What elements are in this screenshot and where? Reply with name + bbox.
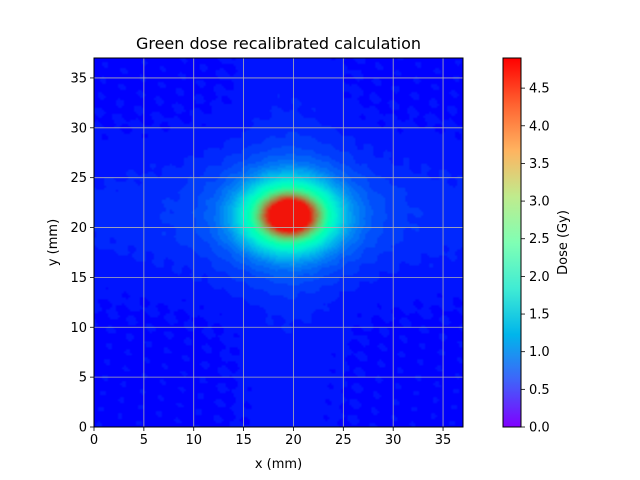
y-axis-label: y (mm) bbox=[46, 219, 61, 266]
colorbar-frame bbox=[502, 57, 522, 428]
x-tick-label: 0 bbox=[90, 433, 98, 448]
colorbar-tick-label: 0.5 bbox=[529, 383, 550, 398]
x-axis-label: x (mm) bbox=[255, 457, 302, 472]
colorbar-tick-label: 3.0 bbox=[529, 195, 550, 210]
x-tick-label: 5 bbox=[140, 433, 148, 448]
x-axis-ticks: 0 5 10 15 20 25 30 35 bbox=[90, 427, 451, 448]
x-tick-label: 10 bbox=[185, 433, 202, 448]
y-tick-label: 5 bbox=[79, 371, 87, 386]
colorbar-tick-label: 4.0 bbox=[529, 119, 550, 134]
y-tick-label: 0 bbox=[79, 421, 87, 436]
colorbar-tick-label: 2.0 bbox=[529, 270, 550, 285]
y-tick-label: 25 bbox=[70, 171, 87, 186]
colorbar-tick-label: 1.5 bbox=[529, 308, 550, 323]
plot-area: 0 5 10 15 20 25 30 35 0 5 10 15 20 25 30 35 bbox=[70, 57, 464, 448]
colorbar-tick-label: 3.5 bbox=[529, 157, 550, 172]
grid-lines bbox=[93, 58, 463, 428]
colorbar-tick-label: 2.5 bbox=[529, 232, 550, 247]
y-axis-ticks: 0 5 10 15 20 25 30 35 bbox=[70, 71, 94, 436]
x-tick-label: 20 bbox=[285, 433, 302, 448]
colorbar-tick-label: 0.0 bbox=[529, 421, 550, 436]
y-tick-label: 20 bbox=[70, 221, 87, 236]
x-tick-label: 25 bbox=[335, 433, 352, 448]
colorbar-gradient bbox=[503, 58, 521, 427]
colorbar-tick-label: 1.0 bbox=[529, 345, 550, 360]
dose-heatmap bbox=[94, 58, 463, 427]
colorbar: 0.0 0.5 1.0 1.5 2.0 2.5 3.0 3.5 4.0 4.5 Dose (Gy) bbox=[502, 57, 571, 436]
chart-title: Green dose recalibrated calculation bbox=[136, 34, 421, 53]
x-tick-label: 30 bbox=[385, 433, 402, 448]
y-tick-label: 15 bbox=[70, 271, 87, 286]
plot-frame bbox=[93, 57, 464, 428]
colorbar-tick-label: 4.5 bbox=[529, 82, 550, 97]
x-tick-label: 35 bbox=[435, 433, 452, 448]
colorbar-label: Dose (Gy) bbox=[556, 210, 571, 275]
y-tick-label: 10 bbox=[70, 321, 87, 336]
y-tick-label: 35 bbox=[70, 71, 87, 86]
x-tick-label: 15 bbox=[235, 433, 252, 448]
y-tick-label: 30 bbox=[70, 121, 87, 136]
colorbar-ticks: 0.0 0.5 1.0 1.5 2.0 2.5 3.0 3.5 4.0 4.5 bbox=[521, 82, 550, 436]
